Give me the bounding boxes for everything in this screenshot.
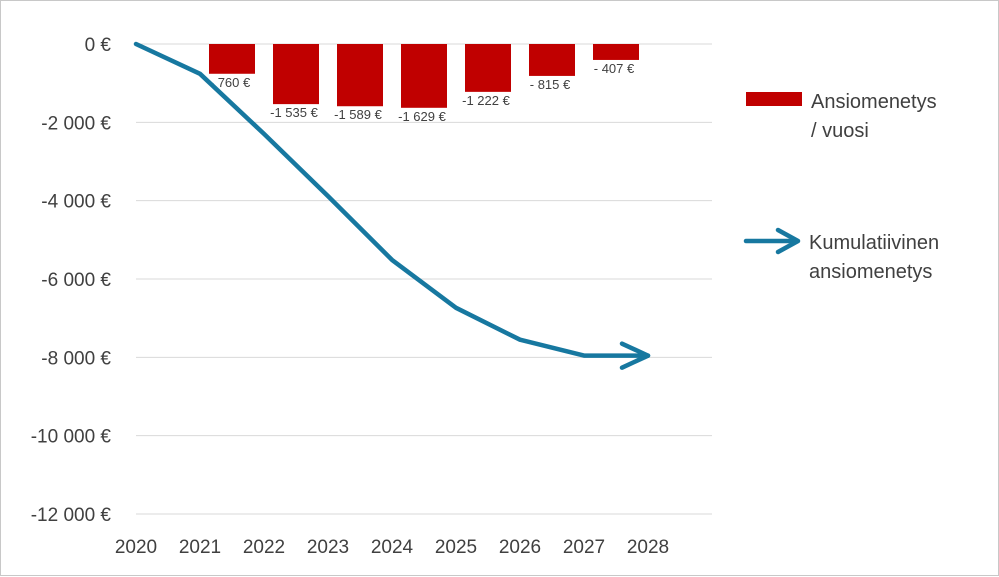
y-tick-label: -8 000 € xyxy=(41,348,111,369)
legend-bar-label: / vuosi xyxy=(811,120,869,142)
bar-data-label: - 815 € xyxy=(530,77,571,92)
bar-data-label: -1 535 € xyxy=(270,105,318,120)
x-tick-label: 2024 xyxy=(371,537,414,558)
bar xyxy=(593,44,639,60)
bar-series xyxy=(209,44,639,108)
legend-line-arrowhead xyxy=(775,227,801,255)
legend-line-label: Kumulatiivinen xyxy=(809,232,939,254)
x-tick-label: 2020 xyxy=(115,537,157,558)
y-tick-label: -6 000 € xyxy=(41,270,111,291)
y-tick-label: -4 000 € xyxy=(41,192,111,213)
bar-data-label: -1 222 € xyxy=(462,93,510,108)
bar xyxy=(337,44,383,107)
bar-data-label: - 407 € xyxy=(594,61,635,76)
bar xyxy=(529,44,575,76)
x-tick-label: 2022 xyxy=(243,537,285,558)
x-tick-label: 2023 xyxy=(307,537,349,558)
bar xyxy=(465,44,511,92)
x-axis-ticks: 2020 2021 2022 2023 2024 2025 2026 2027 2028 xyxy=(115,537,669,558)
bar-data-label: -1 629 € xyxy=(398,109,446,124)
line-series xyxy=(133,41,651,370)
legend-bar-label: Ansiomenetys xyxy=(811,91,937,113)
x-tick-label: 2025 xyxy=(435,537,477,558)
x-tick-label: 2026 xyxy=(499,537,541,558)
bar xyxy=(401,44,447,108)
y-axis-ticks: 0 € -2 000 € -4 000 € -6 000 € -8 000 € -10 0… xyxy=(31,35,112,526)
line-arrowhead xyxy=(619,341,651,370)
gridlines xyxy=(136,43,712,515)
cumulative-line xyxy=(133,41,651,358)
x-tick-label: 2027 xyxy=(563,537,605,558)
x-tick-label: 2028 xyxy=(627,537,669,558)
legend-line-label: ansiomenetys xyxy=(809,261,932,283)
legend-bar-swatch xyxy=(746,92,802,106)
bar xyxy=(273,44,319,105)
bar xyxy=(209,44,255,74)
bar-data-label: -1 589 € xyxy=(334,107,382,122)
y-tick-label: -2 000 € xyxy=(41,113,111,134)
bar-data-labels: - 760 € -1 535 € -1 589 € -1 629 € -1 222 € -… xyxy=(210,61,635,124)
y-tick-label: 0 € xyxy=(85,35,112,56)
y-tick-label: -12 000 € xyxy=(31,505,112,526)
legend: Ansiomenetys / vuosi Kumulatiivinen ansiome… xyxy=(743,91,939,283)
bar-data-label: - 760 € xyxy=(210,75,251,90)
y-tick-label: -10 000 € xyxy=(31,427,112,448)
x-tick-label: 2021 xyxy=(179,537,221,558)
